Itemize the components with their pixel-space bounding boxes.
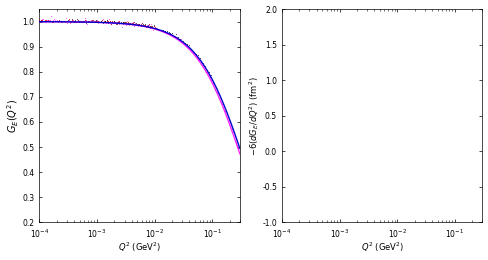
X-axis label: $Q^2$ (GeV$^2$): $Q^2$ (GeV$^2$) (118, 241, 161, 255)
Y-axis label: $-6(dG_E/dQ^2)$ (fm$^2$): $-6(dG_E/dQ^2)$ (fm$^2$) (247, 76, 261, 155)
Y-axis label: $G_E(Q^2)$: $G_E(Q^2)$ (5, 99, 21, 133)
X-axis label: $Q^2$ (GeV$^2$): $Q^2$ (GeV$^2$) (361, 241, 404, 255)
